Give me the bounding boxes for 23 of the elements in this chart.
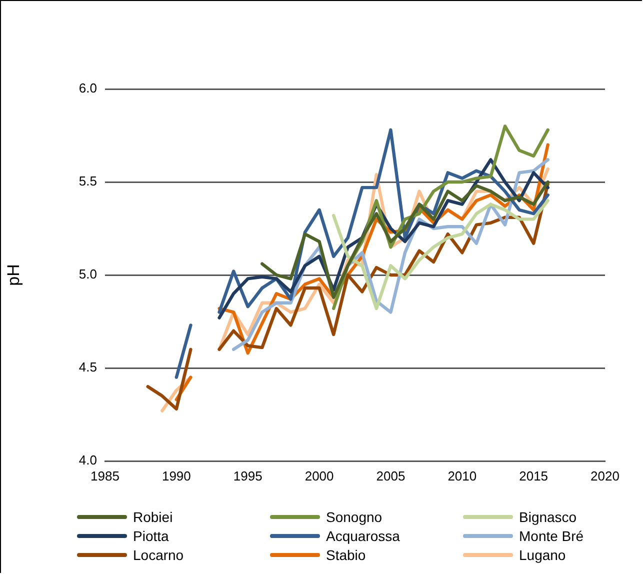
y-axis-title: pH — [4, 264, 23, 286]
legend-label: Piotta — [133, 528, 169, 544]
legend-label: Robiei — [133, 509, 173, 525]
x-tick-label: 2015 — [519, 468, 548, 484]
y-tick-label: 4.0 — [78, 452, 97, 468]
legend-label: Monte Bré — [519, 528, 584, 544]
y-tick-label: 5.0 — [78, 266, 97, 282]
legend-label: Lugano — [519, 547, 566, 563]
legend-label: Stabio — [326, 547, 366, 563]
x-tick-label: 2010 — [448, 468, 477, 484]
x-tick-label: 1985 — [90, 468, 120, 484]
legend-label: Locarno — [133, 547, 184, 563]
legend-label: Bignasco — [519, 509, 577, 525]
legend-label: Sonogno — [326, 509, 382, 525]
x-tick-label: 2005 — [376, 468, 406, 484]
x-tick-label: 2000 — [304, 468, 334, 484]
y-tick-label: 5.5 — [78, 174, 97, 189]
x-tick-label: 1990 — [162, 468, 191, 484]
x-tick-label: 2020 — [590, 468, 620, 484]
y-tick-label: 4.5 — [78, 360, 97, 375]
legend-label: Acquarossa — [326, 528, 400, 544]
y-tick-label: 6.0 — [78, 80, 97, 96]
x-tick-label: 1995 — [233, 468, 262, 484]
